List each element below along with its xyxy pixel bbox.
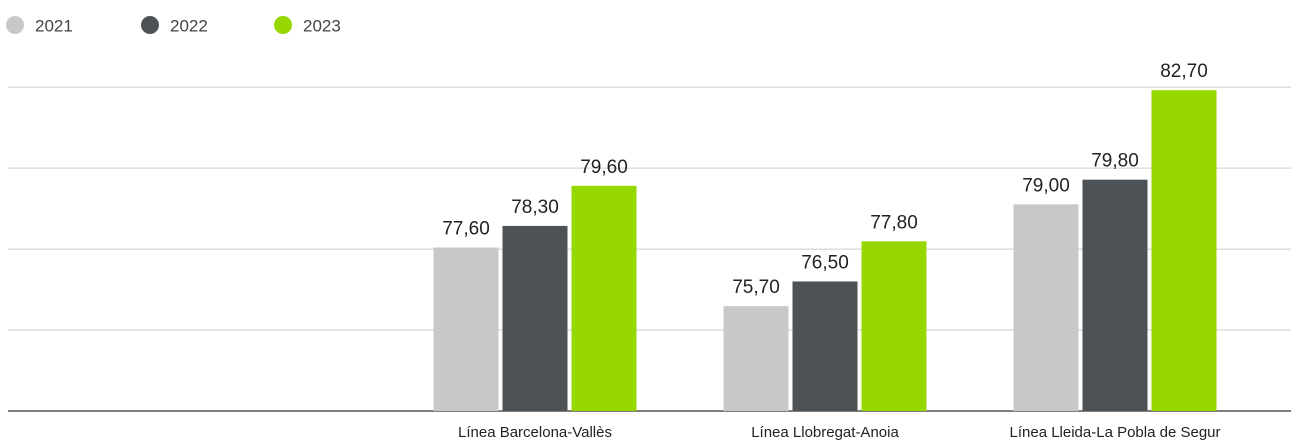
legend-label: 2021 bbox=[35, 16, 73, 35]
bar bbox=[1151, 90, 1217, 412]
bar bbox=[502, 225, 568, 411]
legend-label: 2023 bbox=[303, 16, 341, 35]
value-label: 75,70 bbox=[732, 277, 780, 298]
x-tick-label: Línea Llobregat-Anoia bbox=[751, 424, 899, 441]
bar bbox=[792, 281, 858, 411]
x-tick-label: Línea Lleida-La Pobla de Segur bbox=[1010, 424, 1221, 441]
bar bbox=[861, 241, 927, 411]
value-label: 79,00 bbox=[1022, 175, 1070, 196]
legend-swatch bbox=[274, 16, 292, 34]
value-label: 79,60 bbox=[580, 157, 628, 178]
bar bbox=[571, 185, 637, 411]
x-tick-label: Línea Barcelona-Vallès bbox=[458, 424, 612, 441]
value-label: 77,80 bbox=[870, 212, 918, 233]
value-label: 79,80 bbox=[1091, 151, 1139, 172]
bar bbox=[1013, 204, 1079, 411]
value-label: 76,50 bbox=[801, 252, 849, 273]
legend-swatch bbox=[141, 16, 159, 34]
bar bbox=[433, 247, 499, 411]
bar bbox=[1082, 179, 1148, 411]
value-label: 82,70 bbox=[1160, 61, 1208, 82]
value-label: 78,30 bbox=[511, 197, 559, 218]
legend-swatch bbox=[6, 16, 24, 34]
value-label: 77,60 bbox=[442, 219, 490, 240]
bar bbox=[723, 306, 789, 411]
legend-label: 2022 bbox=[170, 16, 208, 35]
